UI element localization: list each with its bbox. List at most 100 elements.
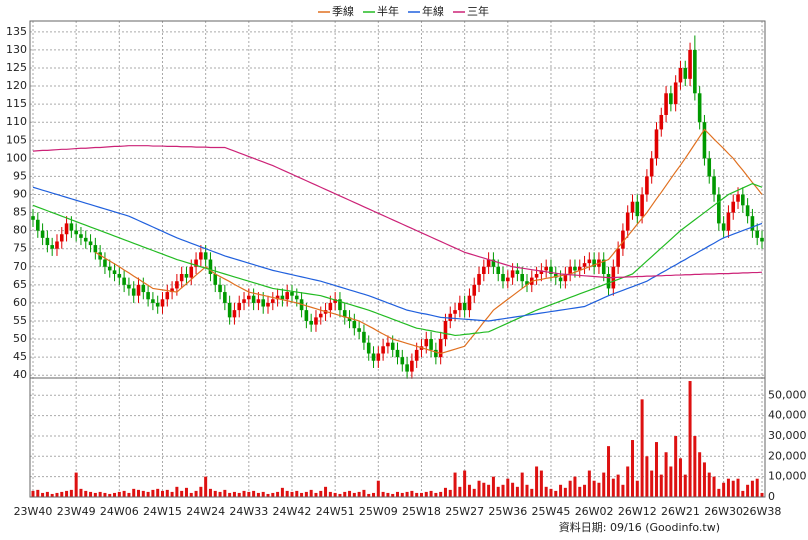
volume-bar (309, 489, 313, 497)
volume-bar (477, 480, 481, 497)
volume-bar (717, 488, 721, 497)
volume-bar (645, 456, 649, 497)
candle-body (659, 114, 664, 130)
candle-body (390, 342, 395, 350)
candle-body (707, 158, 712, 177)
volume-bar (376, 480, 380, 497)
volume-bar (741, 490, 745, 497)
candle-body (376, 353, 381, 361)
volume-bar (410, 490, 414, 497)
volume-bar (228, 492, 232, 497)
volume-bar (429, 490, 433, 497)
candle-body (553, 273, 558, 278)
y-tick-label: 135 (6, 25, 27, 38)
candle-body (232, 310, 237, 318)
candle-body (107, 266, 112, 271)
y-tick-label: 40 (13, 368, 27, 381)
candle-body (294, 295, 299, 300)
volume-bar (587, 470, 591, 497)
y-tick-label: 50 (13, 332, 27, 345)
candle-body (601, 259, 606, 274)
volume-bar (597, 482, 601, 497)
candle-body (410, 360, 414, 372)
volume-bar (213, 490, 217, 497)
candle-body (506, 277, 510, 282)
candle-body (141, 284, 146, 293)
candle-body (366, 342, 371, 354)
legend-label: 年線 (422, 4, 444, 18)
candle-body (74, 230, 78, 235)
x-tick-label: 25W27 (445, 505, 484, 518)
candle-body (208, 259, 213, 274)
candle-body (434, 349, 438, 358)
y2-tick-label: 10,000 (768, 470, 807, 483)
candle-body (721, 223, 726, 231)
volume-bar (487, 484, 491, 497)
volume-bar (74, 472, 78, 497)
volume-bar (127, 492, 131, 497)
volume-bar (146, 491, 150, 497)
candle-body (247, 295, 251, 300)
volume-bar (707, 472, 711, 497)
candle-body (184, 273, 189, 278)
candle-body (371, 353, 376, 361)
volume-bar (141, 490, 145, 497)
volume-bar (314, 492, 318, 497)
volume-bar (338, 493, 342, 497)
candle-body (448, 313, 453, 321)
volume-bar (319, 490, 323, 497)
candle-body (621, 230, 625, 249)
candle-body (472, 284, 477, 296)
candle-body (669, 93, 673, 105)
candle-body (35, 219, 40, 231)
volume-bar (573, 476, 577, 497)
volume-bar (252, 490, 256, 497)
candle-body (223, 292, 227, 303)
volume-bar (602, 472, 606, 497)
candle-body (136, 284, 141, 296)
candle-body (213, 273, 218, 285)
candle-body (467, 295, 472, 311)
candle-body (237, 302, 242, 311)
candle-body (251, 295, 256, 303)
volume-bar (688, 381, 692, 497)
candle-body (750, 216, 755, 231)
candle-body (88, 241, 93, 246)
volume-bar (295, 490, 299, 497)
volume-bar (415, 492, 419, 497)
candle-body (482, 266, 486, 274)
y-tick-label: 125 (6, 61, 27, 74)
candle-body (103, 259, 107, 267)
volume-bar (199, 486, 203, 497)
candle-body (477, 273, 481, 285)
candle-body (630, 201, 635, 213)
candle-body (218, 284, 222, 293)
volume-bar (247, 491, 251, 497)
volume-bar (41, 492, 45, 497)
volume-bar (372, 492, 376, 497)
volume-bar (156, 488, 160, 497)
volume-bar (501, 484, 505, 497)
candle-body (127, 284, 131, 289)
candle-body (170, 288, 174, 293)
candle-body (381, 346, 385, 354)
y-tick-label: 60 (13, 296, 27, 309)
x-tick-label: 25W18 (402, 505, 441, 518)
legend: 季線 半年 年線 三年 (318, 4, 489, 18)
candle-body (462, 302, 467, 311)
volume-bar (280, 487, 284, 497)
volume-bar (357, 491, 361, 497)
volume-bar (381, 491, 385, 497)
ma-line (32, 145, 763, 279)
volume-bar (515, 486, 519, 497)
volume-bar (93, 492, 97, 497)
volume-bar (218, 491, 222, 497)
y-tick-label: 75 (13, 242, 27, 255)
y-tick-label: 130 (6, 43, 27, 56)
candle-body (760, 237, 764, 242)
candle-body (64, 223, 69, 235)
candle-body (40, 230, 45, 238)
y-tick-label: 70 (13, 260, 27, 273)
candle-body (458, 302, 462, 311)
